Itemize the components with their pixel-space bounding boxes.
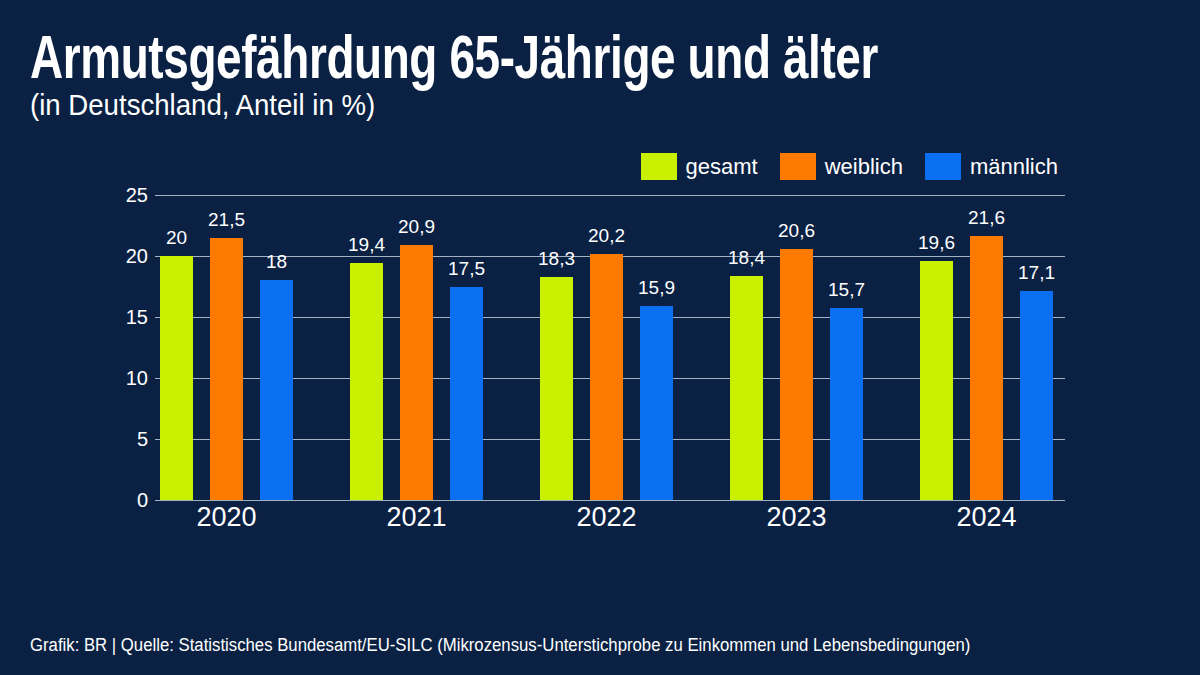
- x-axis-label-2021: 2021: [350, 503, 483, 531]
- y-axis-tick-10: 10: [90, 367, 148, 389]
- bar-cell-gesamt-2021: 19,4: [350, 195, 383, 500]
- y-axis-tick-20: 20: [90, 245, 148, 267]
- x-axis-label-2024: 2024: [920, 503, 1053, 531]
- value-label-gesamt-2021: 19,4: [348, 235, 385, 255]
- bar-gesamt-2024: [920, 261, 953, 500]
- bar-group-2023: 18,420,615,72023: [730, 195, 863, 500]
- bar-cell-weiblich-2024: 21,6: [970, 195, 1003, 500]
- bar-cell-gesamt-2024: 19,6: [920, 195, 953, 500]
- bar-cell-männlich-2021: 17,5: [450, 195, 483, 500]
- value-label-gesamt-2020: 20: [166, 228, 187, 248]
- bar-männlich-2021: [450, 287, 483, 501]
- x-axis-label-2020: 2020: [160, 503, 293, 531]
- bar-cell-männlich-2022: 15,9: [640, 195, 673, 500]
- bar-weiblich-2024: [970, 236, 1003, 500]
- bar-männlich-2024: [1020, 291, 1053, 500]
- bar-groups: 2021,518202019,420,917,5202118,320,215,9…: [155, 195, 1065, 500]
- value-label-gesamt-2024: 19,6: [918, 233, 955, 253]
- bar-gesamt-2020: [160, 256, 193, 500]
- chart-title: Armutsgefährdung 65-Jährige und älter: [30, 24, 878, 89]
- bar-cell-gesamt-2023: 18,4: [730, 195, 763, 500]
- legend-label-männlich: männlich: [970, 153, 1058, 180]
- value-label-weiblich-2023: 20,6: [778, 221, 815, 241]
- value-label-gesamt-2023: 18,4: [728, 248, 765, 268]
- bar-weiblich-2023: [780, 249, 813, 500]
- legend-item-gesamt: gesamt: [641, 153, 758, 180]
- value-label-weiblich-2024: 21,6: [968, 208, 1005, 228]
- legend-label-gesamt: gesamt: [686, 153, 758, 180]
- legend-item-weiblich: weiblich: [780, 153, 903, 180]
- value-label-männlich-2024: 17,1: [1018, 263, 1055, 283]
- value-label-männlich-2020: 18: [266, 252, 287, 272]
- y-axis-tick-25: 25: [90, 184, 148, 206]
- infographic-poverty-risk-chart: Armutsgefährdung 65-Jährige und älter (i…: [0, 0, 1200, 675]
- bar-weiblich-2021: [400, 245, 433, 500]
- bar-cell-weiblich-2023: 20,6: [780, 195, 813, 500]
- legend-swatch-weiblich: [780, 153, 816, 180]
- x-axis-label-2022: 2022: [540, 503, 673, 531]
- y-axis-tick-0: 0: [90, 489, 148, 511]
- bar-gesamt-2021: [350, 263, 383, 500]
- legend-swatch-gesamt: [641, 153, 677, 180]
- source-credit: Grafik: BR | Quelle: Statistisches Bunde…: [30, 634, 970, 656]
- bar-cell-männlich-2024: 17,1: [1020, 195, 1053, 500]
- value-label-weiblich-2020: 21,5: [208, 210, 245, 230]
- y-axis-tick-5: 5: [90, 428, 148, 450]
- bar-weiblich-2020: [210, 238, 243, 500]
- bar-cell-männlich-2023: 15,7: [830, 195, 863, 500]
- y-axis-tick-15: 15: [90, 306, 148, 328]
- plot-area: 0510152025 2021,518202019,420,917,520211…: [155, 195, 1065, 500]
- value-label-weiblich-2022: 20,2: [588, 226, 625, 246]
- value-label-weiblich-2021: 20,9: [398, 217, 435, 237]
- bar-group-2022: 18,320,215,92022: [540, 195, 673, 500]
- bar-gesamt-2023: [730, 276, 763, 500]
- bar-cell-weiblich-2020: 21,5: [210, 195, 243, 500]
- legend: gesamt weiblich männlich: [641, 153, 1058, 180]
- bar-männlich-2022: [640, 306, 673, 500]
- value-label-männlich-2022: 15,9: [638, 278, 675, 298]
- bar-group-2024: 19,621,617,12024: [920, 195, 1053, 500]
- value-label-männlich-2023: 15,7: [828, 280, 865, 300]
- bar-cell-weiblich-2022: 20,2: [590, 195, 623, 500]
- bar-group-2021: 19,420,917,52021: [350, 195, 483, 500]
- y-axis: 0510152025: [90, 195, 148, 500]
- x-axis-label-2023: 2023: [730, 503, 863, 531]
- legend-swatch-männlich: [925, 153, 961, 180]
- bar-männlich-2020: [260, 280, 293, 500]
- bar-cell-weiblich-2021: 20,9: [400, 195, 433, 500]
- bar-group-2020: 2021,5182020: [160, 195, 293, 500]
- bar-cell-männlich-2020: 18: [260, 195, 293, 500]
- bar-männlich-2023: [830, 308, 863, 500]
- legend-label-weiblich: weiblich: [825, 153, 903, 180]
- bar-gesamt-2022: [540, 277, 573, 500]
- bar-cell-gesamt-2022: 18,3: [540, 195, 573, 500]
- value-label-gesamt-2022: 18,3: [538, 249, 575, 269]
- value-label-männlich-2021: 17,5: [448, 259, 485, 279]
- bar-weiblich-2022: [590, 254, 623, 500]
- chart-subtitle: (in Deutschland, Anteil in %): [30, 88, 375, 122]
- bar-cell-gesamt-2020: 20: [160, 195, 193, 500]
- legend-item-männlich: männlich: [925, 153, 1058, 180]
